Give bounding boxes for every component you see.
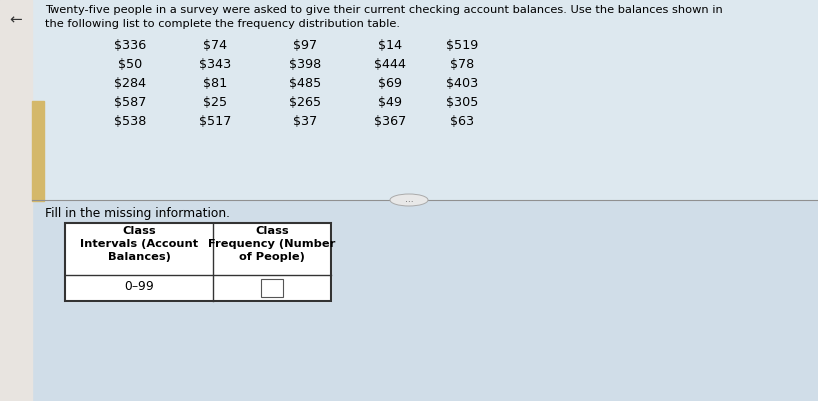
- Text: $519: $519: [446, 39, 479, 52]
- Text: $14: $14: [378, 39, 402, 52]
- Text: Fill in the missing information.: Fill in the missing information.: [45, 207, 230, 220]
- Bar: [32, 101, 44, 201]
- Bar: [32, 0, 818, 201]
- Text: $0–$99: $0–$99: [124, 280, 155, 293]
- Text: $336: $336: [114, 39, 146, 52]
- Text: the following list to complete the frequency distribution table.: the following list to complete the frequ…: [45, 19, 400, 29]
- Text: $37: $37: [293, 115, 317, 128]
- Text: $50: $50: [118, 58, 142, 71]
- Text: $538: $538: [114, 115, 146, 128]
- Bar: [0, 0, 32, 401]
- Bar: [261, 279, 283, 297]
- Text: $444: $444: [374, 58, 406, 71]
- Bar: [65, 223, 331, 301]
- Text: $49: $49: [378, 96, 402, 109]
- Text: $403: $403: [446, 77, 479, 90]
- Text: $81: $81: [203, 77, 227, 90]
- Text: ←: ←: [10, 12, 22, 28]
- Text: $25: $25: [203, 96, 227, 109]
- Text: $265: $265: [289, 96, 321, 109]
- Ellipse shape: [390, 194, 428, 206]
- Text: $69: $69: [378, 77, 402, 90]
- Text: $74: $74: [203, 39, 227, 52]
- Text: $517: $517: [199, 115, 231, 128]
- Text: $305: $305: [446, 96, 479, 109]
- Text: $485: $485: [289, 77, 321, 90]
- Text: $78: $78: [450, 58, 474, 71]
- Text: $398: $398: [289, 58, 321, 71]
- Text: $63: $63: [450, 115, 474, 128]
- Text: ...: ...: [405, 196, 413, 205]
- Text: Class
Frequency (Number
of People): Class Frequency (Number of People): [209, 226, 335, 262]
- Text: Twenty-five people in a survey were asked to give their current checking account: Twenty-five people in a survey were aske…: [45, 5, 723, 15]
- Text: $97: $97: [293, 39, 317, 52]
- Text: $367: $367: [374, 115, 406, 128]
- Text: Class
Intervals (Account
Balances): Class Intervals (Account Balances): [80, 226, 198, 262]
- Bar: [65, 223, 331, 301]
- Text: $587: $587: [114, 96, 146, 109]
- Text: $284: $284: [114, 77, 146, 90]
- Text: $343: $343: [199, 58, 231, 71]
- Bar: [32, 201, 818, 401]
